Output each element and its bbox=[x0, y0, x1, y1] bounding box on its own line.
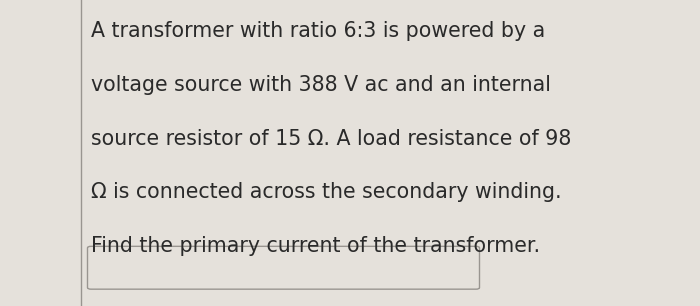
FancyBboxPatch shape bbox=[88, 246, 480, 289]
Text: A transformer with ratio 6:3 is powered by a: A transformer with ratio 6:3 is powered … bbox=[91, 21, 545, 41]
Text: source resistor of 15 Ω. A load resistance of 98: source resistor of 15 Ω. A load resistan… bbox=[91, 129, 571, 148]
Text: Ω is connected across the secondary winding.: Ω is connected across the secondary wind… bbox=[91, 182, 561, 202]
Text: Find the primary current of the transformer.: Find the primary current of the transfor… bbox=[91, 236, 540, 256]
Text: voltage source with 388 V ac and an internal: voltage source with 388 V ac and an inte… bbox=[91, 75, 551, 95]
